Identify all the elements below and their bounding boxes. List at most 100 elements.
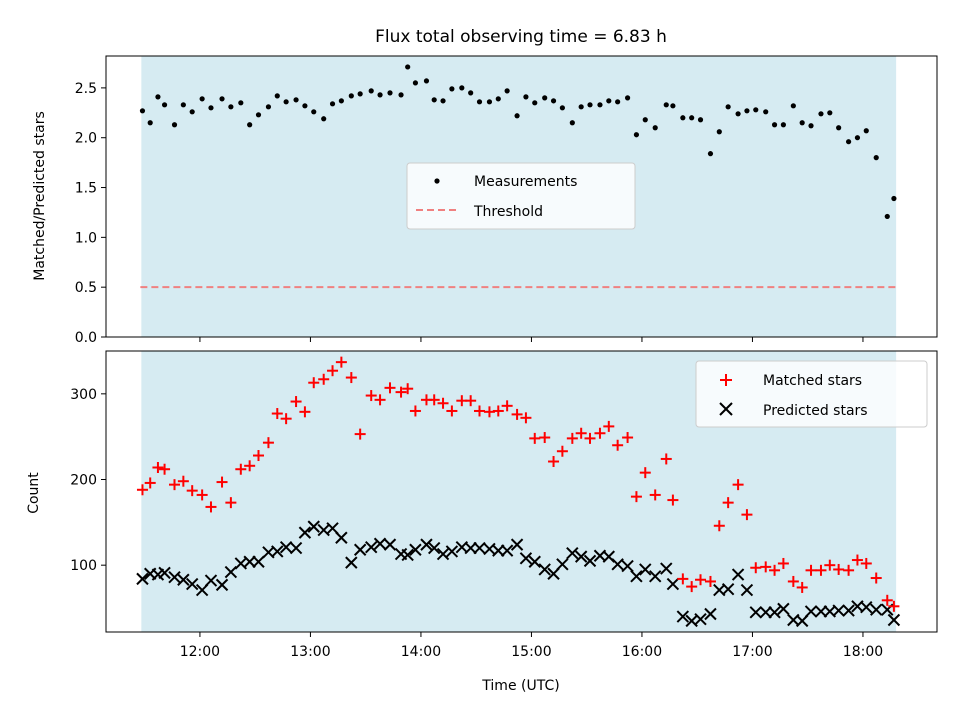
measurement-point — [238, 100, 244, 106]
x-tick-label: 15:00 — [511, 644, 551, 660]
predicted-star-point — [870, 603, 883, 616]
matched-star-point — [741, 509, 753, 521]
predicted-star-point — [335, 531, 348, 544]
matched-star-point — [308, 377, 320, 389]
y-tick-label: 300 — [70, 387, 97, 403]
matched-star-point — [566, 432, 578, 444]
top-axes-frame — [105, 55, 938, 338]
matched-star-point — [815, 564, 827, 576]
matched-star-point — [796, 581, 808, 593]
bottom-legend: Matched stars Predicted stars — [695, 360, 928, 428]
matched-star-point — [603, 420, 615, 432]
bottom-axes-frame — [105, 350, 938, 633]
measurement-point — [208, 105, 214, 111]
measurement-point — [147, 120, 153, 126]
measurement-point — [348, 93, 354, 99]
predicted-star-point — [298, 526, 312, 539]
predicted-star-point — [409, 543, 422, 556]
matched-star-point — [667, 494, 679, 506]
measurement-point — [884, 213, 890, 220]
matched-star-point — [630, 491, 642, 503]
measurement-point — [431, 97, 437, 103]
measurement-point — [642, 117, 648, 123]
matched-star-point — [437, 397, 449, 409]
predicted-star-point — [345, 556, 358, 569]
matched-star-point — [824, 559, 836, 571]
predicted-star-point — [842, 604, 855, 617]
measurement-point — [219, 96, 225, 102]
matched-star-point — [612, 439, 624, 451]
predicted-star-point — [621, 559, 634, 573]
matched-star-point — [271, 408, 283, 420]
measurement-point — [808, 123, 814, 129]
matched-star-point — [833, 563, 845, 575]
matched-star-point — [290, 396, 302, 408]
predicted-star-point — [832, 604, 845, 617]
measurement-point — [523, 94, 529, 100]
top-legend: Measurements Threshold — [406, 162, 636, 230]
predicted-star-point — [510, 538, 524, 551]
predicted-star-point — [307, 520, 320, 533]
predicted-star-point — [574, 550, 588, 563]
y-tick-label: 0.0 — [75, 330, 97, 346]
predicted-star-point — [224, 565, 238, 579]
predicted-star-point — [464, 541, 477, 555]
measurement-point — [368, 88, 374, 94]
y-tick-label: 0.5 — [75, 280, 97, 296]
measurement-point — [689, 115, 695, 121]
measurement-point — [449, 86, 455, 92]
top-legend-box — [406, 162, 636, 230]
y-tick-label: 2.5 — [75, 81, 97, 97]
matched-star-point — [186, 485, 198, 497]
bottom-legend-box — [695, 360, 928, 428]
matched-star-point — [787, 575, 799, 587]
matched-star-point — [384, 382, 396, 394]
measurement-point — [247, 122, 253, 128]
top-y-ticks: 0.0 0.5 1.0 1.5 2.0 2.5 — [75, 81, 106, 346]
y-tick-label: 100 — [70, 558, 97, 574]
matched-star-point — [252, 450, 264, 462]
predicted-star-point — [630, 570, 643, 583]
matched-star-point — [402, 383, 414, 395]
predicted-star-point — [373, 537, 387, 550]
matched-star-point — [446, 405, 458, 417]
y-tick-label: 1.0 — [75, 230, 97, 246]
predicted-star-point — [740, 583, 754, 597]
measurement-points — [139, 64, 897, 220]
y-tick-label: 1.5 — [75, 181, 97, 197]
predicted-star-point — [768, 606, 781, 619]
matched-star-point — [235, 463, 247, 475]
measurement-point — [377, 92, 383, 98]
predicted-star-point — [279, 540, 293, 554]
matched-star-point — [704, 575, 716, 587]
measurement-point — [790, 103, 796, 109]
predicted-star-point — [704, 607, 717, 621]
matched-star-point — [216, 476, 228, 488]
matched-star-point — [152, 462, 164, 474]
y-tick-label: 200 — [70, 473, 97, 489]
matched-star-point — [539, 432, 551, 444]
bottom-panel: 100 200 300 12:00 13:00 14:00 15:00 16:00 17:00… — [26, 350, 938, 694]
measurement-point — [180, 102, 186, 108]
legend-predicted-marker — [719, 402, 733, 416]
predicted-star-point — [639, 563, 652, 576]
measurement-point — [265, 104, 272, 110]
matched-star-point — [177, 475, 189, 487]
predicted-star-point — [519, 552, 533, 565]
measurement-point — [293, 97, 299, 103]
measurement-point — [559, 105, 565, 111]
measurement-point — [606, 98, 612, 104]
predicted-star-point — [177, 573, 190, 586]
chart-title: Flux total observing time = 6.83 h — [375, 27, 667, 47]
matched-star-point — [428, 394, 440, 406]
predicted-star-point — [427, 541, 441, 555]
bottom-x-ticks: 12:00 13:00 14:00 15:00 16:00 17:00 18:00 — [180, 632, 883, 660]
measurement-point — [514, 113, 520, 119]
matched-star-point — [374, 394, 386, 406]
matched-star-point — [354, 428, 366, 440]
predicted-star-point — [215, 578, 229, 592]
measurement-point — [139, 108, 146, 114]
legend-measurements-marker — [434, 178, 440, 184]
matched-star-point — [529, 432, 541, 444]
measurement-point — [504, 88, 510, 94]
